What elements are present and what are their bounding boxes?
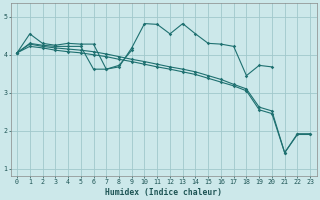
X-axis label: Humidex (Indice chaleur): Humidex (Indice chaleur) (105, 188, 222, 197)
